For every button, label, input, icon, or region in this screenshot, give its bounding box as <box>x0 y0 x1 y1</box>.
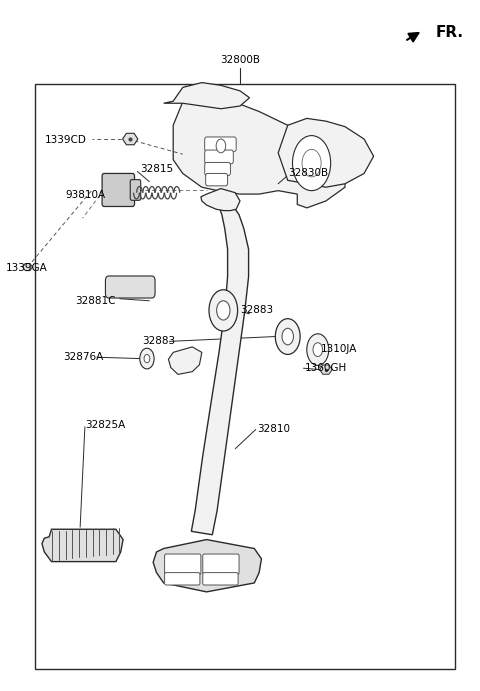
Polygon shape <box>173 97 345 208</box>
Polygon shape <box>153 540 262 592</box>
FancyBboxPatch shape <box>204 162 230 176</box>
FancyBboxPatch shape <box>165 573 200 585</box>
Text: 1339GA: 1339GA <box>6 263 48 274</box>
Circle shape <box>276 319 300 354</box>
Polygon shape <box>122 133 138 144</box>
Circle shape <box>209 290 238 331</box>
FancyBboxPatch shape <box>102 173 134 207</box>
Circle shape <box>313 343 323 357</box>
Text: 32883: 32883 <box>240 305 273 314</box>
Text: 32883: 32883 <box>142 337 175 346</box>
Text: 32830B: 32830B <box>288 169 328 178</box>
FancyBboxPatch shape <box>203 554 239 575</box>
Circle shape <box>307 334 329 366</box>
Text: 32825A: 32825A <box>85 419 125 430</box>
FancyBboxPatch shape <box>165 554 201 575</box>
Circle shape <box>216 139 226 153</box>
Text: 93810A: 93810A <box>66 191 106 200</box>
Polygon shape <box>168 347 202 375</box>
Text: 32800B: 32800B <box>220 55 260 65</box>
Text: 32810: 32810 <box>257 424 290 435</box>
Circle shape <box>140 348 154 369</box>
Polygon shape <box>23 263 33 271</box>
FancyBboxPatch shape <box>106 276 155 298</box>
Circle shape <box>292 135 331 191</box>
Bar <box>35 84 455 669</box>
Polygon shape <box>42 529 123 562</box>
Circle shape <box>302 149 321 177</box>
Polygon shape <box>320 365 332 375</box>
FancyBboxPatch shape <box>204 137 236 151</box>
Text: 1360GH: 1360GH <box>304 363 347 372</box>
Polygon shape <box>201 189 240 211</box>
Text: 1339CD: 1339CD <box>44 135 86 145</box>
Text: FR.: FR. <box>436 25 464 40</box>
Circle shape <box>282 328 293 345</box>
Text: 1310JA: 1310JA <box>321 344 358 354</box>
Text: 32815: 32815 <box>140 164 173 173</box>
FancyBboxPatch shape <box>203 573 238 585</box>
Polygon shape <box>164 83 250 108</box>
Text: 32876A: 32876A <box>63 352 104 361</box>
Polygon shape <box>278 118 373 187</box>
FancyBboxPatch shape <box>130 180 141 200</box>
FancyBboxPatch shape <box>205 173 228 186</box>
Circle shape <box>144 354 150 363</box>
FancyBboxPatch shape <box>204 150 233 164</box>
Circle shape <box>216 301 230 320</box>
Text: 32881C: 32881C <box>75 296 116 305</box>
Polygon shape <box>192 209 249 535</box>
